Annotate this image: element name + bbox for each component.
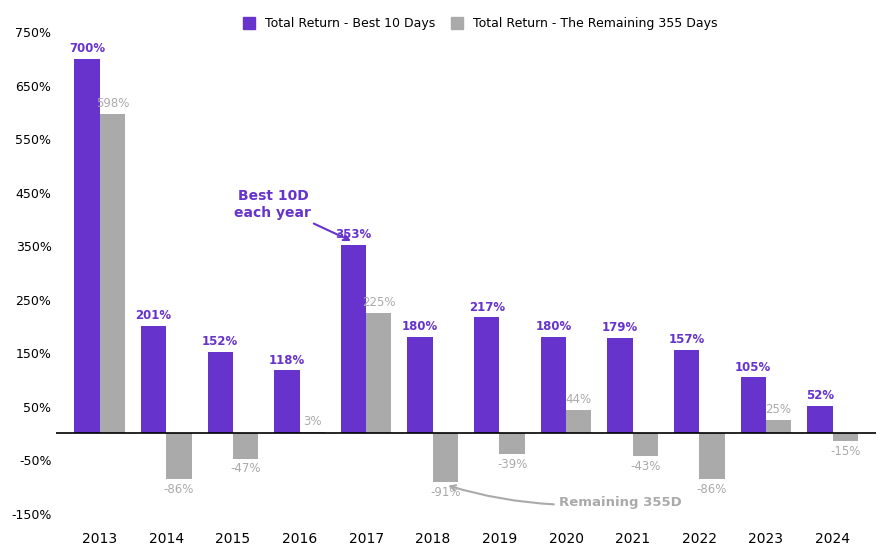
Bar [565,410,591,433]
Bar [407,337,432,433]
Text: 3%: 3% [303,415,321,428]
Text: 179%: 179% [602,321,637,334]
Text: 105%: 105% [734,360,771,374]
Text: 180%: 180% [401,320,438,334]
Text: -86%: -86% [164,483,194,496]
Text: Best 10D
each year: Best 10D each year [234,189,348,240]
Text: -39%: -39% [496,458,526,471]
Text: 44%: 44% [565,393,591,406]
Text: 157%: 157% [668,333,704,346]
Bar [340,245,366,433]
Legend: Total Return - Best 10 Days, Total Return - The Remaining 355 Days: Total Return - Best 10 Days, Total Retur… [243,17,717,31]
Text: 201%: 201% [136,309,172,323]
Bar [166,433,191,480]
Text: 152%: 152% [202,335,238,349]
Bar [474,317,499,433]
Bar [499,433,525,455]
Text: 118%: 118% [268,354,305,367]
Bar [74,59,99,433]
Text: -15%: -15% [829,445,859,458]
Text: 225%: 225% [361,296,395,310]
Bar [806,405,832,433]
Bar [432,433,457,482]
Bar [632,433,657,456]
Bar [832,433,857,442]
Bar [740,377,766,433]
Bar [698,433,724,480]
Bar [540,337,565,433]
Text: 700%: 700% [69,42,105,56]
Bar [607,338,632,433]
Bar [366,313,391,433]
Text: 180%: 180% [534,320,571,334]
Text: -86%: -86% [696,483,727,496]
Bar [233,433,258,458]
Text: -91%: -91% [430,486,460,499]
Text: -47%: -47% [230,462,260,475]
Text: 52%: 52% [805,389,833,402]
Bar [99,114,125,433]
Bar [141,326,166,433]
Text: 353%: 353% [335,228,371,241]
Text: 25%: 25% [765,403,790,417]
Bar [673,350,698,433]
Bar [274,370,299,433]
Text: -43%: -43% [629,460,660,473]
Text: 217%: 217% [468,301,504,314]
Bar [766,420,790,433]
Bar [299,432,324,433]
Bar [207,352,233,433]
Text: 598%: 598% [96,97,128,110]
Text: Remaining 355D: Remaining 355D [450,485,681,510]
